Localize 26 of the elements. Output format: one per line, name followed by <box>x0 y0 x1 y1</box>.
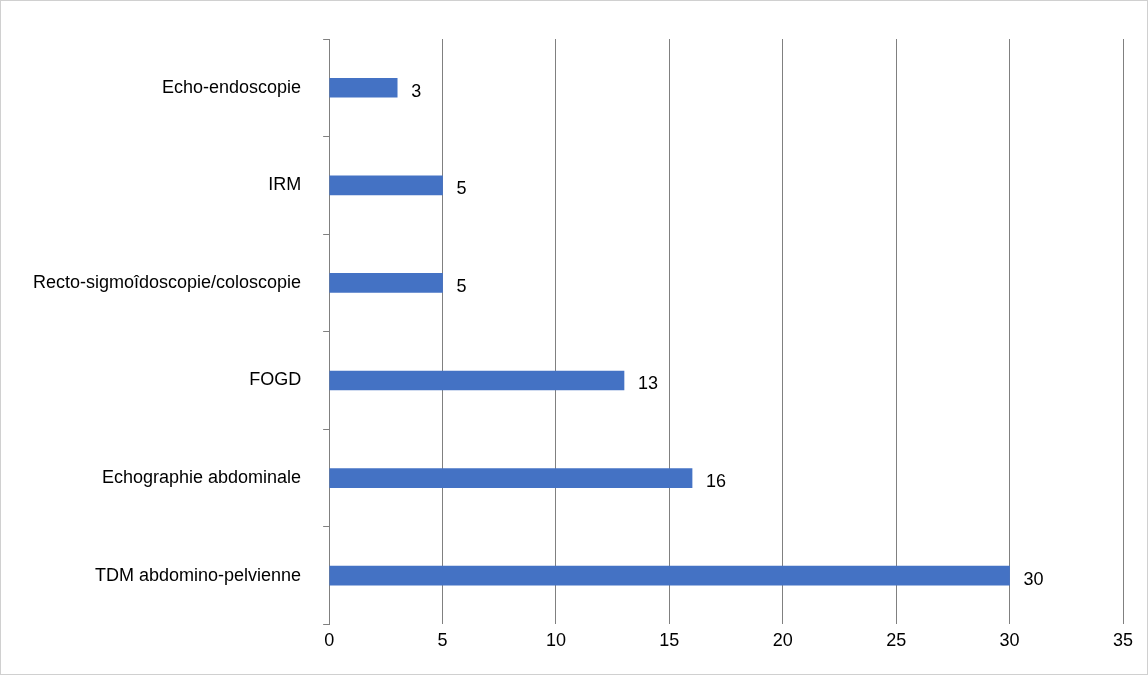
data-label: 5 <box>456 275 467 296</box>
bar <box>329 77 398 98</box>
data-label: 16 <box>706 471 727 492</box>
bar <box>329 175 443 196</box>
bar <box>329 468 693 488</box>
x-tick-label: 0 <box>324 630 335 651</box>
bar <box>329 565 1010 586</box>
y-tick-label: Recto-sigmoîdoscopie/coloscopie <box>33 271 302 292</box>
bar <box>329 273 443 293</box>
x-tick-label: 20 <box>772 630 793 651</box>
data-label: 13 <box>638 373 659 394</box>
y-tick-label: TDM abdomino-pelvienne <box>95 564 302 585</box>
x-tick-label: 35 <box>1112 630 1134 651</box>
x-tick-label: 25 <box>886 630 907 651</box>
bar <box>329 370 625 391</box>
x-tick-label: 30 <box>999 630 1020 651</box>
x-tick-label: 5 <box>437 630 448 651</box>
data-label: 30 <box>1023 568 1044 589</box>
y-tick-label: Echographie abdominale <box>101 467 302 488</box>
y-tick-label: IRM <box>268 174 302 195</box>
data-label: 5 <box>456 178 467 199</box>
y-tick-label: Echo-endoscopie <box>162 76 302 97</box>
x-tick-label: 15 <box>659 630 680 651</box>
x-tick-label: 10 <box>545 630 566 651</box>
data-label: 3 <box>411 80 422 101</box>
y-tick-label: FOGD <box>249 369 302 390</box>
